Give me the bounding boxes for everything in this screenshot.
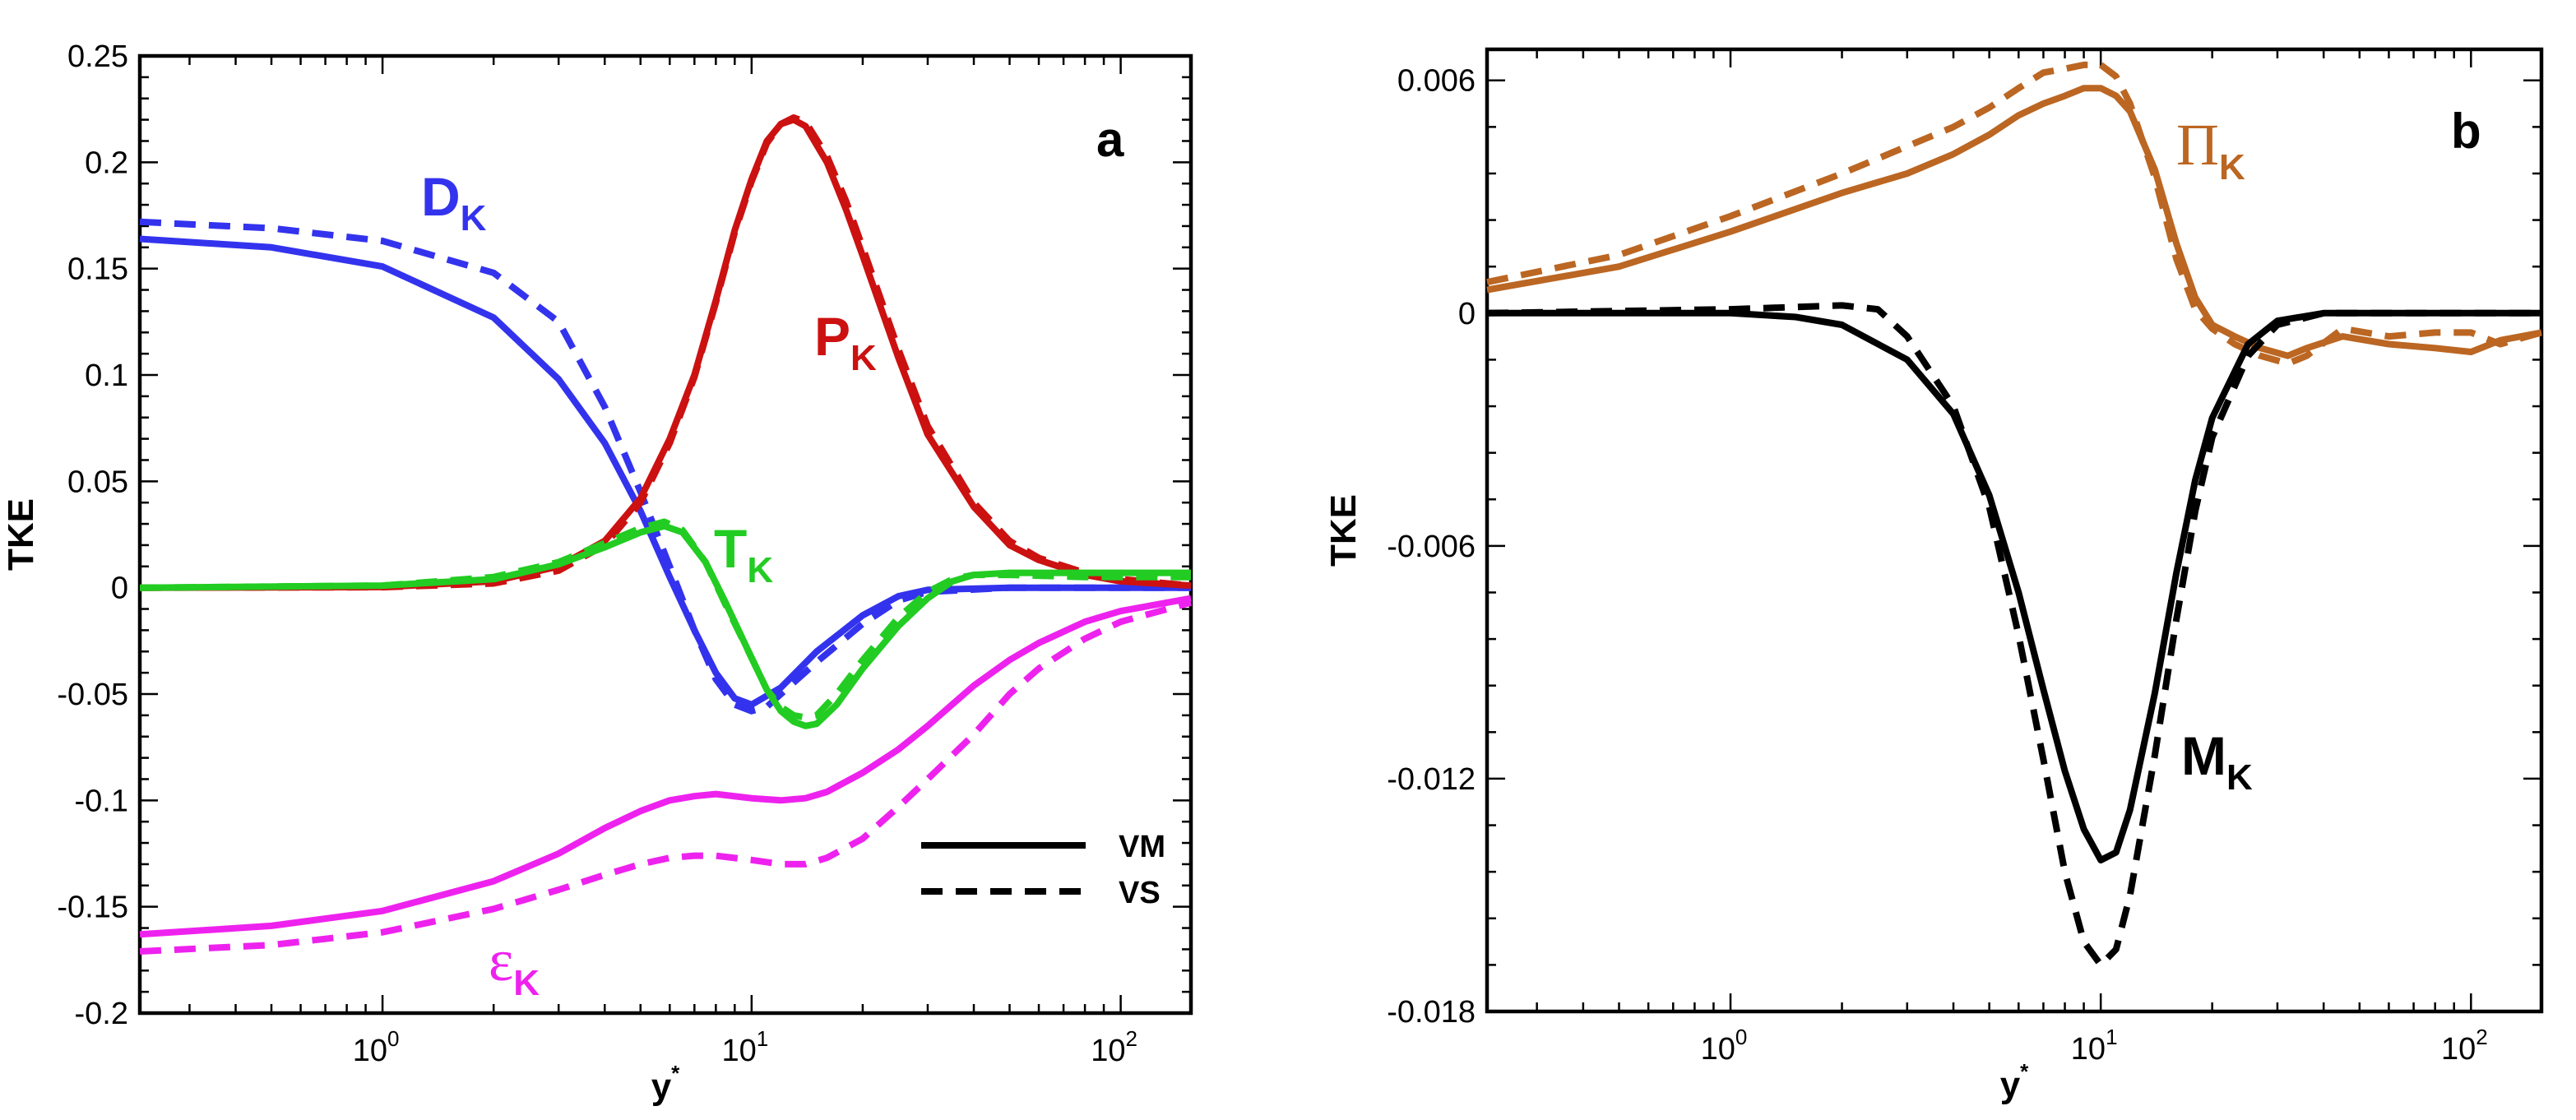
panel-a-ytick-label: 0.1 xyxy=(85,359,128,393)
panel-a-ytick-label: -0.05 xyxy=(57,678,128,712)
panel-b-xtick-label: 102 xyxy=(2441,1025,2488,1067)
panel-b-xtick-label: 101 xyxy=(2071,1025,2118,1067)
panel-b-ytick-label: -0.018 xyxy=(1387,995,1476,1030)
panel-a-series-ε-vs-line xyxy=(139,599,1193,955)
panel-a-ytick-label: 0.25 xyxy=(67,39,128,74)
panel-b-panel-letter: b xyxy=(2451,104,2481,159)
panel-a-xtick-label: 102 xyxy=(1091,1026,1137,1068)
panel-b-x-axis-label: y* xyxy=(2000,1059,2029,1105)
legend-label-VM: VM xyxy=(1119,830,1165,864)
panel-a-ytick-label: -0.2 xyxy=(75,997,128,1031)
panel-b-ytick-label: 0.006 xyxy=(1397,64,1476,99)
panel-b-plot-frame xyxy=(1485,47,2544,1014)
panel-a-xtick-label: 101 xyxy=(721,1026,768,1068)
panel-a-series-ε-vm-line xyxy=(139,595,1192,938)
panel-b-xtick-label: 100 xyxy=(1701,1025,1748,1067)
panel-b-series-M-vs-line xyxy=(1486,302,2541,969)
panel-a-ytick-label: -0.1 xyxy=(75,784,128,818)
panel-a-series-P-vm-line xyxy=(139,116,1192,591)
panel-a-ytick-label: 0.2 xyxy=(85,146,128,180)
panel-b-series-Π-vm-line xyxy=(1486,85,2542,359)
panel-b-ytick-label: -0.012 xyxy=(1387,762,1476,797)
panel-a-series-D-vs-line xyxy=(139,218,1191,715)
panel-b: 0.006 0 -0.006 -0.012 -0.018 100 101 102 y* TKE b Π… xyxy=(1323,47,2544,1105)
panel-a-series-ε-label: εK xyxy=(489,928,540,1003)
panel-a-series-T-label: TK xyxy=(714,518,773,590)
panel-a-plot-frame xyxy=(137,53,1193,1016)
panel-a-legend: VM VS xyxy=(921,830,1165,910)
panel-b-series-Π-vs-line xyxy=(1486,61,2543,368)
panel-b-series-M-label: MK xyxy=(2181,725,2253,798)
panel-a-series-D-vm-line xyxy=(139,235,1191,708)
panel-a-series-D-label: DK xyxy=(421,166,487,238)
panel-a-y-axis-label: TKE xyxy=(1,498,41,571)
panel-a-ytick-label: 0 xyxy=(111,572,128,606)
legend-label-VS: VS xyxy=(1119,876,1161,910)
panel-a-ytick-label: 0.15 xyxy=(67,252,128,287)
panel-a: 0.25 0.2 0.15 0.1 0.05 0 -0.05 -0.1 -0.15 -0.2 100… xyxy=(1,39,1193,1107)
panel-a-ytick-label: 0.05 xyxy=(67,465,128,499)
panel-b-series-M-vm-line xyxy=(1487,309,2541,863)
panel-b-series-Π-label: ΠK xyxy=(2176,112,2245,187)
panel-a-series-P-vs-line xyxy=(139,114,1192,591)
panel-b-y-axis-label: TKE xyxy=(1323,494,1364,567)
panel-a-ytick-label: -0.15 xyxy=(57,891,128,925)
panel-a-series-P-label: PK xyxy=(814,306,877,378)
panel-b-ytick-label: -0.006 xyxy=(1387,530,1476,564)
panel-a-x-axis-label: y* xyxy=(651,1061,680,1107)
panel-a-series-T-vm-line xyxy=(139,522,1191,729)
panel-a-xtick-label: 100 xyxy=(353,1026,400,1068)
panel-b-ytick-label: 0 xyxy=(1458,297,1476,331)
panel-a-panel-letter: a xyxy=(1096,112,1124,167)
